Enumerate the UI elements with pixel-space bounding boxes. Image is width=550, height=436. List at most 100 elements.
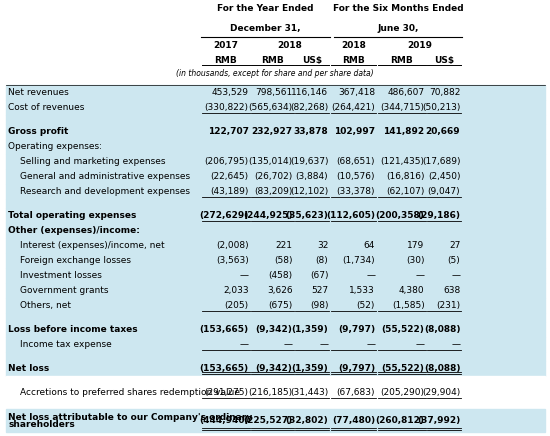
Text: (22,645): (22,645) (211, 172, 249, 181)
Text: —: — (452, 271, 460, 280)
Text: (200,358): (200,358) (376, 211, 425, 220)
Text: (3,884): (3,884) (296, 172, 328, 181)
Text: Investment losses: Investment losses (20, 271, 102, 280)
Text: (30): (30) (406, 256, 425, 265)
Text: US$: US$ (302, 56, 322, 65)
Text: (32,802): (32,802) (285, 416, 328, 425)
Text: (1,359): (1,359) (292, 325, 328, 334)
Text: (9,797): (9,797) (338, 364, 375, 373)
Text: (67,683): (67,683) (337, 388, 375, 397)
Text: (153,665): (153,665) (200, 325, 249, 334)
Text: (31,443): (31,443) (290, 388, 328, 397)
Text: (1,359): (1,359) (292, 364, 328, 373)
Text: (33,378): (33,378) (337, 187, 375, 196)
Text: (77,480): (77,480) (332, 416, 375, 425)
Text: (37,992): (37,992) (417, 416, 460, 425)
Text: (231): (231) (436, 301, 460, 310)
Text: 141,892: 141,892 (383, 127, 425, 136)
Text: (260,812): (260,812) (376, 416, 425, 425)
Bar (6, 322, 544, 337)
Text: 232,927: 232,927 (251, 127, 293, 136)
Text: (458): (458) (268, 271, 293, 280)
Text: 453,529: 453,529 (212, 88, 249, 97)
Text: RMB: RMB (214, 56, 237, 65)
Bar (6, 400, 544, 409)
Text: (29,186): (29,186) (417, 211, 460, 220)
Text: US$: US$ (434, 56, 454, 65)
Text: Interest (expenses)/income, net: Interest (expenses)/income, net (20, 241, 165, 250)
Text: (67): (67) (310, 271, 328, 280)
Text: (135,014): (135,014) (249, 157, 293, 166)
Text: (12,102): (12,102) (290, 187, 328, 196)
Text: 2019: 2019 (407, 41, 432, 51)
Text: (9,342): (9,342) (256, 364, 293, 373)
Text: (330,822): (330,822) (205, 103, 249, 112)
Text: (121,435): (121,435) (381, 157, 425, 166)
Text: —: — (320, 340, 328, 349)
Text: (444,940): (444,940) (199, 416, 249, 425)
Text: Foreign exchange losses: Foreign exchange losses (20, 256, 131, 265)
Bar (6, 337, 544, 352)
Bar (6, 268, 544, 283)
Text: shareholders: shareholders (8, 420, 75, 429)
Bar (6, 376, 544, 385)
Text: 2018: 2018 (278, 41, 302, 51)
Bar (6, 238, 544, 253)
Text: (52): (52) (357, 301, 375, 310)
Text: (50,213): (50,213) (422, 103, 460, 112)
Text: (55,522): (55,522) (382, 364, 425, 373)
Text: (1,585): (1,585) (392, 301, 425, 310)
Text: 27: 27 (449, 241, 460, 250)
Bar (6, 115, 544, 124)
Text: (19,637): (19,637) (290, 157, 328, 166)
Bar (6, 283, 544, 298)
Text: RMB: RMB (261, 56, 284, 65)
Text: (2,450): (2,450) (428, 172, 460, 181)
Text: (3,563): (3,563) (216, 256, 249, 265)
Text: General and administrative expenses: General and administrative expenses (20, 172, 190, 181)
Text: (206,795): (206,795) (205, 157, 249, 166)
Text: Accretions to preferred shares redemption value: Accretions to preferred shares redemptio… (20, 388, 240, 397)
Text: Income tax expense: Income tax expense (20, 340, 112, 349)
Text: Others, net: Others, net (20, 301, 72, 310)
Text: Other (expenses)/income:: Other (expenses)/income: (8, 226, 140, 235)
Text: 2,033: 2,033 (223, 286, 249, 295)
Bar (6, 313, 544, 322)
Text: (62,107): (62,107) (386, 187, 425, 196)
Text: RMB: RMB (390, 56, 413, 65)
Text: For the Year Ended: For the Year Ended (217, 4, 313, 14)
Bar (6, 223, 544, 238)
Bar (6, 100, 544, 115)
Text: June 30,: June 30, (377, 24, 419, 33)
Text: (225,527): (225,527) (243, 416, 293, 425)
Bar (6, 169, 544, 184)
Text: (675): (675) (268, 301, 293, 310)
Text: —: — (366, 271, 375, 280)
Text: (112,605): (112,605) (326, 211, 375, 220)
Text: (29,904): (29,904) (422, 388, 460, 397)
Text: (98): (98) (310, 301, 328, 310)
Bar (6, 352, 544, 361)
Bar (6, 385, 544, 400)
Text: 179: 179 (408, 241, 425, 250)
Text: 33,878: 33,878 (294, 127, 328, 136)
Text: Selling and marketing expenses: Selling and marketing expenses (20, 157, 166, 166)
Text: (17,689): (17,689) (422, 157, 460, 166)
Text: Net loss attributable to our Company's ordinary: Net loss attributable to our Company's o… (8, 412, 252, 422)
Text: Research and development expenses: Research and development expenses (20, 187, 190, 196)
Text: (344,715): (344,715) (381, 103, 425, 112)
Text: (244,925): (244,925) (243, 211, 293, 220)
Text: (9,047): (9,047) (428, 187, 460, 196)
Bar (6, 0, 544, 85)
Text: 70,882: 70,882 (429, 88, 460, 97)
Text: —: — (240, 340, 249, 349)
Bar (6, 208, 544, 223)
Text: —: — (284, 340, 293, 349)
Text: Operating expenses:: Operating expenses: (8, 142, 102, 151)
Text: Government grants: Government grants (20, 286, 109, 295)
Text: —: — (240, 271, 249, 280)
Bar (6, 253, 544, 268)
Bar (6, 139, 544, 154)
Text: Cost of revenues: Cost of revenues (8, 103, 85, 112)
Text: (68,651): (68,651) (337, 157, 375, 166)
